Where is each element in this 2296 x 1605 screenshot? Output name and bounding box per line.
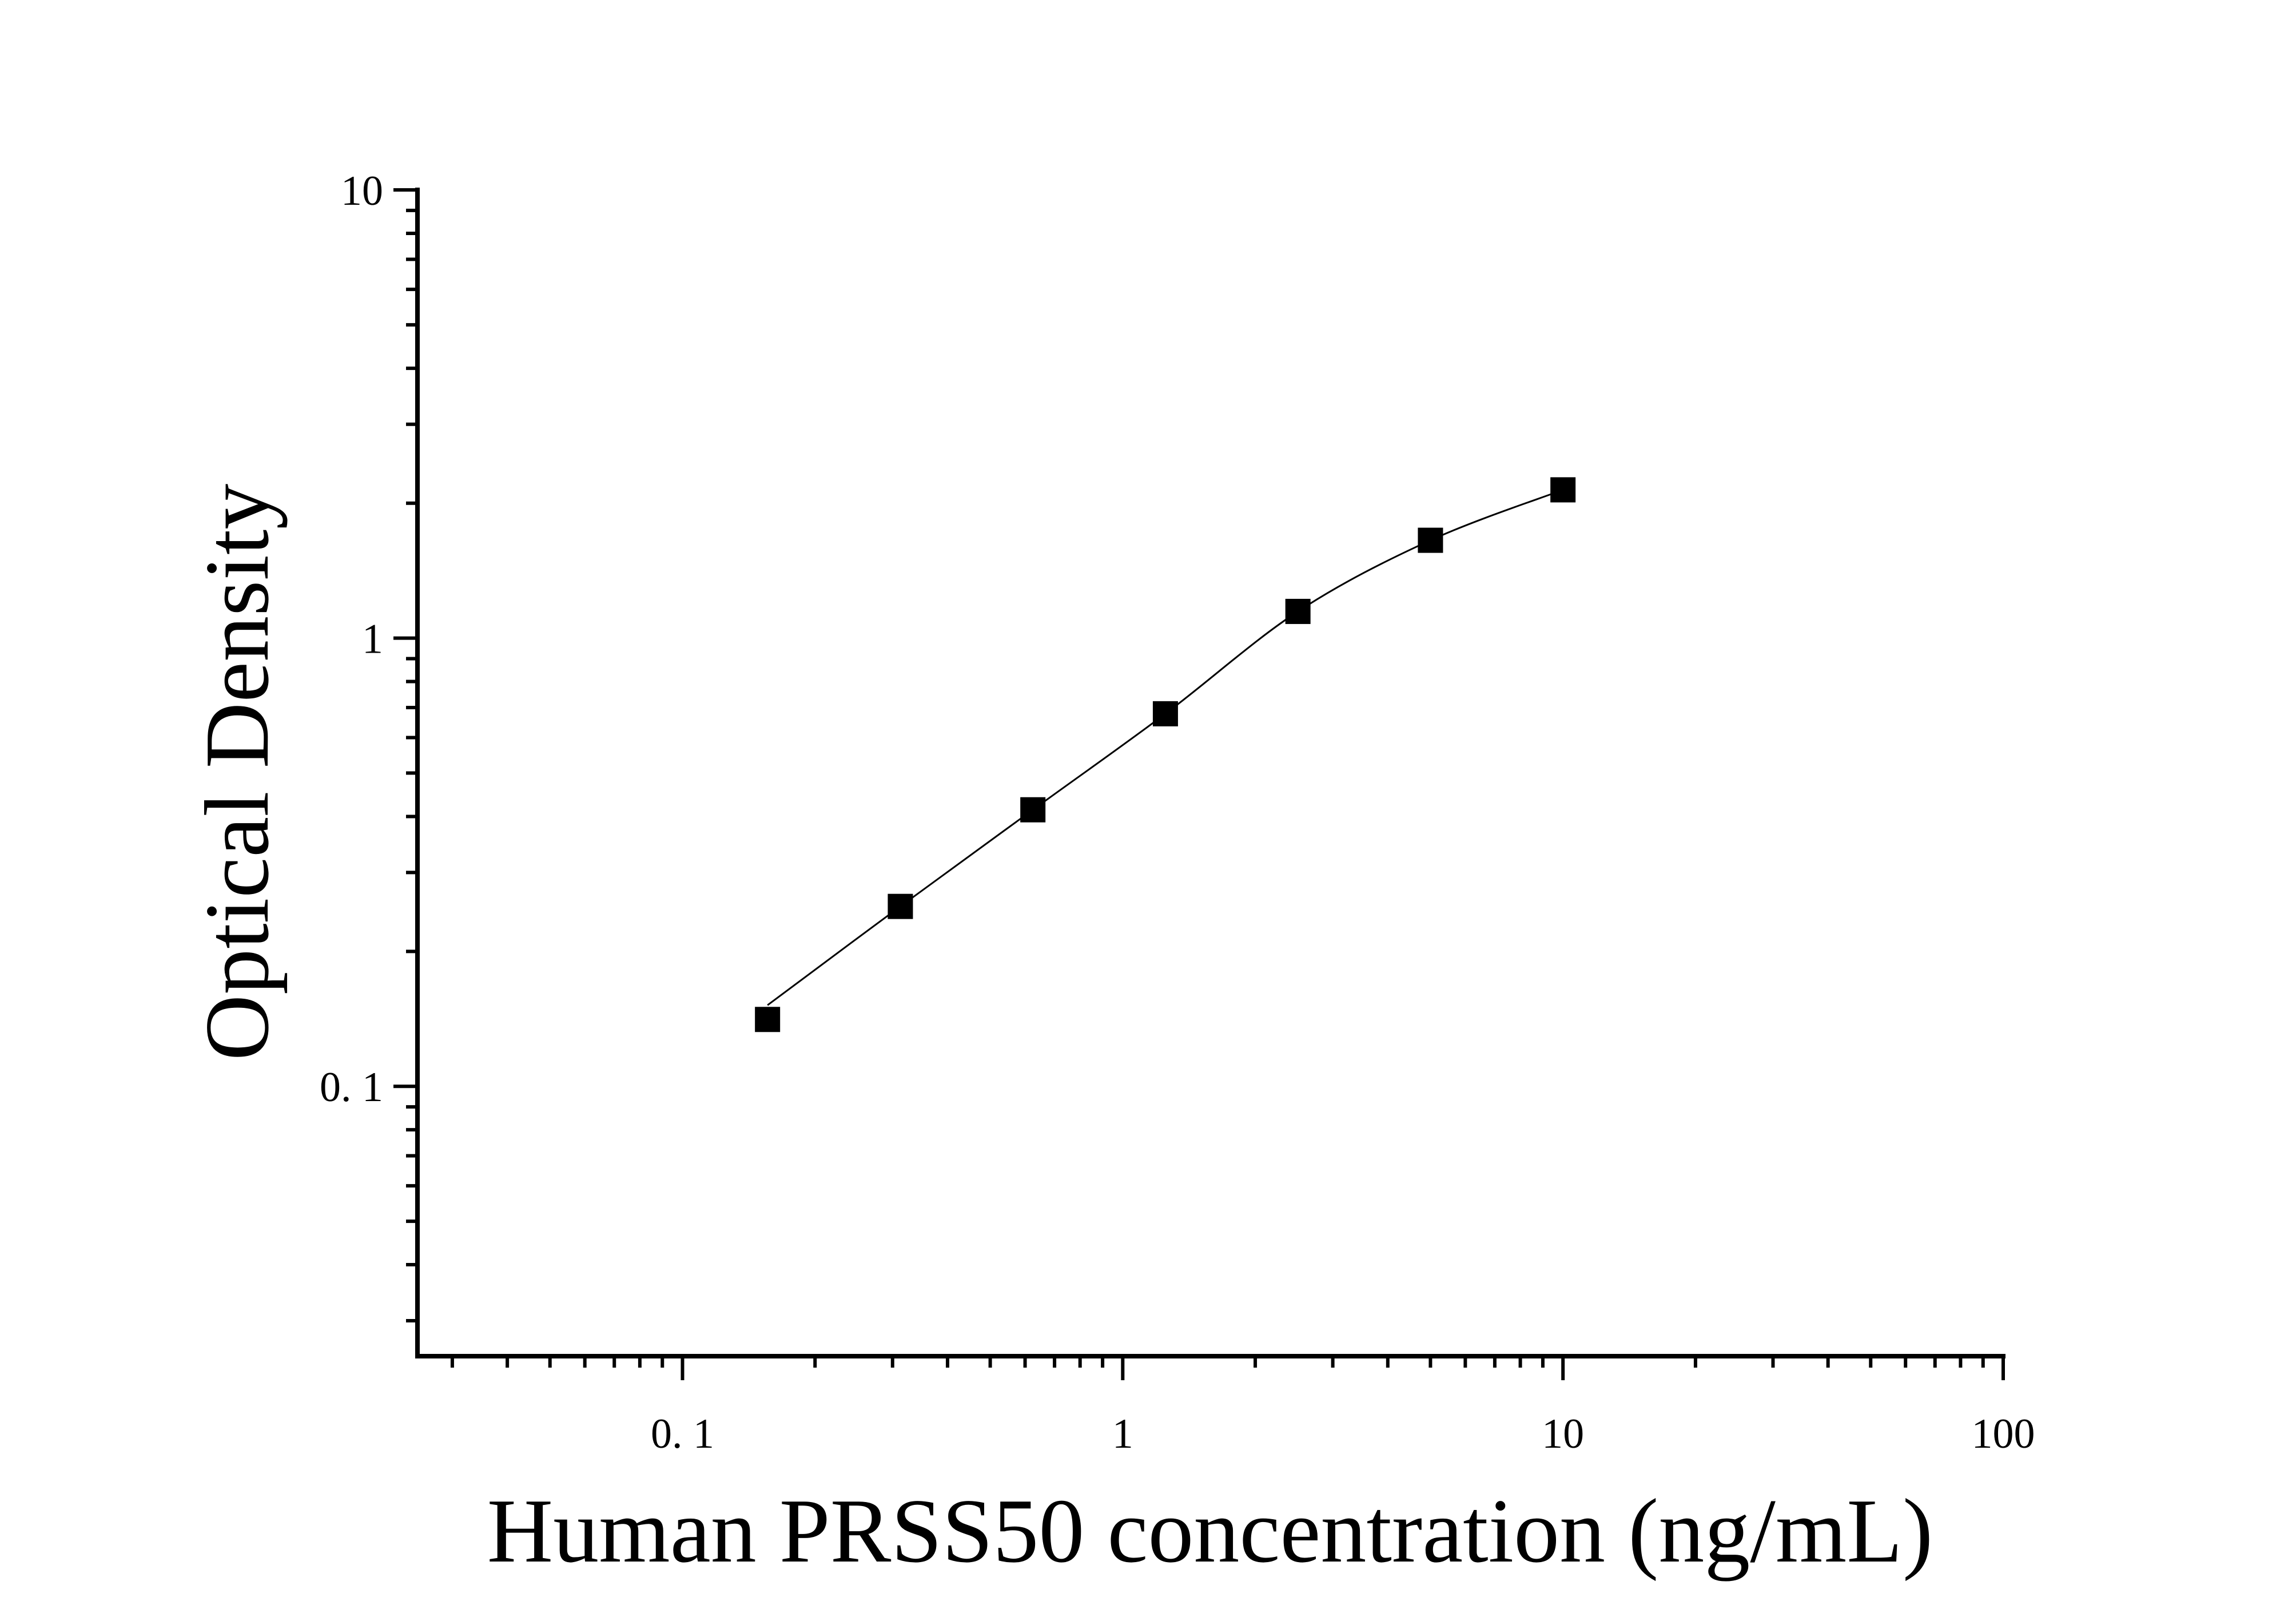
data-point bbox=[1550, 477, 1576, 503]
x-tick-label: 10 bbox=[1542, 1411, 1584, 1457]
x-axis-title: Human PRSS50 concentration (ng/mL) bbox=[487, 1480, 1933, 1582]
y-tick-label: 10 bbox=[341, 168, 383, 214]
axis-ticks bbox=[393, 188, 2005, 1380]
y-tick-label: 0. 1 bbox=[320, 1064, 383, 1111]
x-tick-label: 1 bbox=[1112, 1411, 1133, 1457]
y-tick-label: 1 bbox=[362, 616, 383, 663]
data-point bbox=[888, 893, 913, 919]
fit-curve bbox=[767, 488, 1563, 1006]
data-point bbox=[1020, 797, 1046, 823]
x-tick-label: 0. 1 bbox=[651, 1411, 714, 1457]
data-points bbox=[755, 477, 1576, 1032]
data-point bbox=[755, 1007, 781, 1032]
data-point bbox=[1418, 527, 1443, 553]
data-point bbox=[1285, 598, 1311, 624]
y-axis-title: Optical Density bbox=[186, 484, 288, 1061]
data-point bbox=[1152, 701, 1178, 726]
x-tick-label: 100 bbox=[1972, 1411, 2035, 1457]
